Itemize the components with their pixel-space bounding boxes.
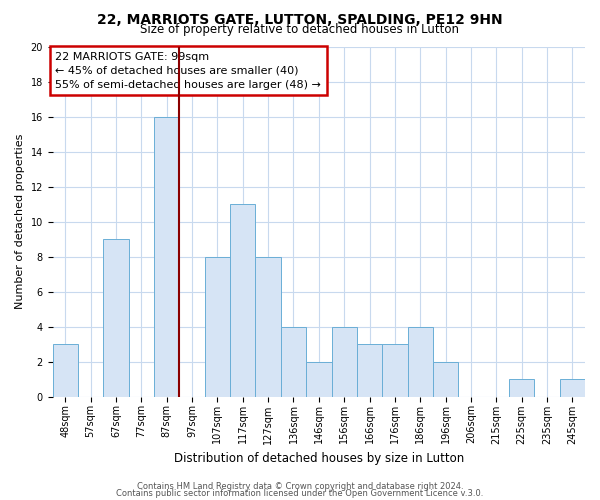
- Bar: [53, 344, 78, 397]
- Text: 22, MARRIOTS GATE, LUTTON, SPALDING, PE12 9HN: 22, MARRIOTS GATE, LUTTON, SPALDING, PE1…: [97, 12, 503, 26]
- X-axis label: Distribution of detached houses by size in Lutton: Distribution of detached houses by size …: [174, 452, 464, 465]
- Bar: [407, 326, 433, 396]
- Bar: [154, 116, 179, 396]
- Bar: [103, 239, 129, 396]
- Bar: [560, 379, 585, 396]
- Bar: [281, 326, 306, 396]
- Bar: [306, 362, 332, 396]
- Bar: [433, 362, 458, 396]
- Text: Contains HM Land Registry data © Crown copyright and database right 2024.: Contains HM Land Registry data © Crown c…: [137, 482, 463, 491]
- Text: 22 MARRIOTS GATE: 99sqm
← 45% of detached houses are smaller (40)
55% of semi-de: 22 MARRIOTS GATE: 99sqm ← 45% of detache…: [55, 52, 321, 90]
- Bar: [205, 256, 230, 396]
- Y-axis label: Number of detached properties: Number of detached properties: [15, 134, 25, 309]
- Text: Size of property relative to detached houses in Lutton: Size of property relative to detached ho…: [140, 23, 460, 36]
- Bar: [382, 344, 407, 397]
- Text: Contains public sector information licensed under the Open Government Licence v.: Contains public sector information licen…: [116, 488, 484, 498]
- Bar: [509, 379, 535, 396]
- Bar: [357, 344, 382, 397]
- Bar: [256, 256, 281, 396]
- Bar: [230, 204, 256, 396]
- Bar: [332, 326, 357, 396]
